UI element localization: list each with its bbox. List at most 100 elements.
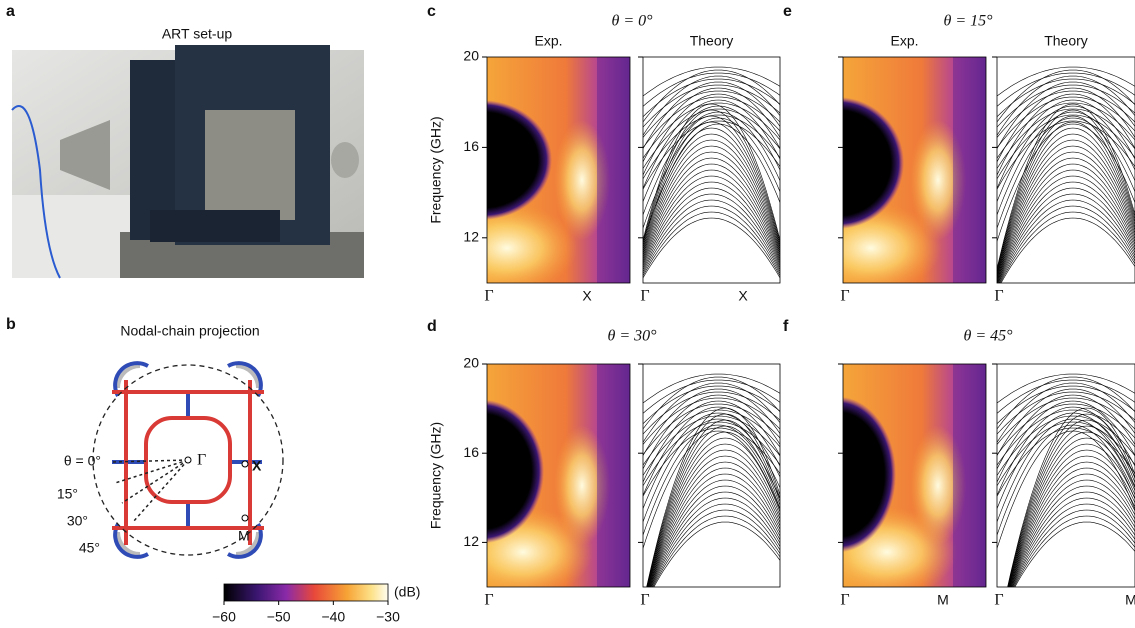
x-label: Γ <box>484 288 493 305</box>
band-line <box>997 200 1135 287</box>
band-line <box>643 134 780 250</box>
band-line <box>997 444 1135 628</box>
colorbar <box>224 584 388 601</box>
band-line <box>643 116 780 244</box>
dark-band <box>597 57 630 283</box>
exp-heatmap <box>412 57 630 293</box>
y-tick-label: 20 <box>463 48 479 64</box>
theory-bands <box>997 67 1135 291</box>
band-line <box>643 91 780 138</box>
band-line <box>997 377 1135 429</box>
angle-label: 15° <box>57 486 78 502</box>
x-label: Γ <box>840 288 849 305</box>
x-label: X <box>738 288 748 304</box>
panel-letter: f <box>783 318 789 335</box>
band-line <box>643 504 780 608</box>
angle-label: 30° <box>67 513 88 529</box>
y-tick-label: 16 <box>463 138 479 154</box>
colorbar-tick-label: −30 <box>376 609 400 625</box>
band-line <box>643 408 780 604</box>
band-line <box>997 70 1135 122</box>
x-label: Γ <box>994 592 1003 609</box>
y-tick-label: 12 <box>463 229 479 245</box>
band-line <box>997 91 1135 138</box>
band-line <box>997 106 1135 202</box>
theory-bands <box>643 67 780 278</box>
band-line <box>997 212 1135 289</box>
panel-letter: b <box>6 316 16 333</box>
theory-bands <box>997 374 1135 628</box>
band-line <box>997 121 1135 189</box>
y-tick-label: 20 <box>463 355 479 371</box>
x-label: M <box>937 592 949 608</box>
band-line <box>643 413 780 509</box>
x-label: M <box>1125 592 1135 608</box>
band-line <box>643 152 780 256</box>
column-title: Theory <box>1044 33 1088 49</box>
band-line <box>643 212 780 276</box>
colorbar-tick-label: −50 <box>267 609 291 625</box>
panel-letter: e <box>783 3 792 20</box>
figure: a ART set-up b Nodal-chain projection Γ … <box>0 0 1135 628</box>
band-line <box>643 456 780 606</box>
band-line <box>643 79 780 117</box>
y-tick-label: 12 <box>463 533 479 549</box>
band-line <box>643 492 780 607</box>
colorbar-unit: (dB) <box>394 584 420 600</box>
band-line <box>997 456 1135 628</box>
panel-title: ART set-up <box>162 26 233 42</box>
band-line <box>643 70 780 122</box>
band-line <box>643 194 780 270</box>
band-line <box>997 100 1135 188</box>
column-title: Theory <box>690 33 734 49</box>
y-axis-label: Frequency (GHz) <box>428 422 444 529</box>
band-line <box>643 206 780 274</box>
gamma-label: Γ <box>197 452 206 469</box>
band-line <box>643 170 780 262</box>
x-label: Γ <box>840 592 849 609</box>
dark-band <box>953 57 986 283</box>
exp-heatmap <box>772 57 986 293</box>
exp-heatmap <box>420 364 630 597</box>
hot-region <box>437 203 577 293</box>
band-line <box>997 73 1135 106</box>
colorbar-tick-label: −60 <box>212 609 236 625</box>
x-label: X <box>252 458 262 474</box>
band-line <box>997 432 1135 628</box>
x-label: Γ <box>640 288 649 305</box>
panel-angle: θ = 15° <box>943 13 993 30</box>
y-axis-label: Frequency (GHz) <box>428 116 444 223</box>
band-line <box>643 103 780 158</box>
panel-letter: a <box>6 3 15 20</box>
band-line <box>643 386 780 424</box>
panel-angle: θ = 0° <box>611 13 653 30</box>
dark-region <box>772 97 904 229</box>
dark-region <box>780 397 896 553</box>
y-tick-label: 16 <box>463 444 479 460</box>
column-title: Exp. <box>890 33 918 49</box>
panel-letter: c <box>427 3 436 20</box>
panel-angle: θ = 30° <box>607 328 657 345</box>
x-label: Γ <box>640 592 649 609</box>
dark-band <box>953 364 986 587</box>
panel-title: Nodal-chain projection <box>120 323 259 339</box>
panel-letter: d <box>427 318 437 335</box>
x-label: Γ <box>994 288 1003 305</box>
exp-heatmap <box>780 364 986 597</box>
column-title: Exp. <box>534 33 562 49</box>
theory-bands <box>643 374 780 608</box>
band-line <box>643 377 780 429</box>
band-line <box>643 398 780 445</box>
x-label: X <box>582 288 592 304</box>
band-line <box>643 498 780 607</box>
band-line <box>997 380 1135 413</box>
band-line <box>643 176 780 264</box>
m-label: M <box>238 528 250 544</box>
angle-label: θ = 0° <box>64 453 101 469</box>
photo <box>12 45 364 278</box>
x-label: Γ <box>484 592 493 609</box>
panel-angle: θ = 45° <box>963 328 1013 345</box>
dark-band <box>597 364 630 587</box>
angle-label: 45° <box>79 540 100 556</box>
band-line <box>643 426 780 605</box>
